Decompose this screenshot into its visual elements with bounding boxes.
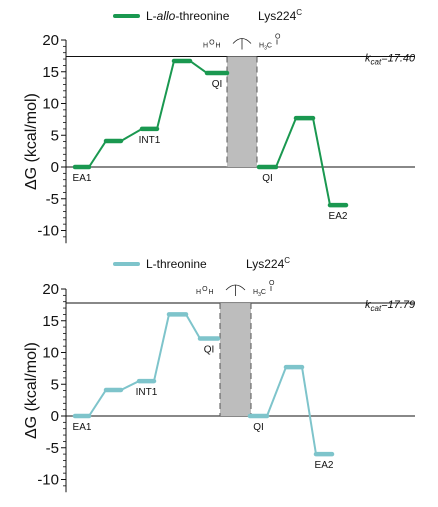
- profile-connector: [275, 117, 297, 168]
- profile-connector: [88, 140, 107, 168]
- state-label: EA1: [73, 173, 92, 184]
- barrier-band: [227, 56, 257, 168]
- kcat-value: =17.40: [381, 53, 416, 65]
- kcat-annotation: kcat=17.40: [365, 53, 416, 67]
- y-tick-label: 5: [51, 376, 59, 393]
- y-tick-label: 20: [42, 281, 59, 298]
- y-tick-label: 5: [51, 127, 59, 144]
- legend-name-prefix: L-: [146, 9, 157, 23]
- legend-extra: Lys224C: [258, 8, 302, 23]
- state-label: EA1: [73, 422, 92, 433]
- ald-sub: 3: [258, 292, 261, 298]
- profile-connector: [120, 380, 140, 391]
- state-label: INT1: [136, 387, 158, 398]
- state-label: QI: [212, 79, 223, 90]
- legend-name-italic: allo: [157, 9, 176, 23]
- kcat-sub: cat: [371, 304, 382, 313]
- y-tick-label: 0: [51, 159, 59, 176]
- profile-connector: [185, 313, 201, 340]
- profile-connector: [312, 117, 331, 206]
- legend-name-suffix: -threonine: [175, 9, 229, 23]
- y-tick-label: 10: [42, 96, 59, 113]
- y-tick-label: 15: [42, 64, 59, 81]
- y-tick-label: -10: [37, 472, 59, 489]
- barrier-band: [220, 303, 251, 416]
- legend-extra-sup: C: [284, 256, 290, 265]
- water-o: O: [209, 40, 215, 47]
- water-h-right: H: [209, 289, 214, 296]
- legend-series-name: L-threonine: [146, 257, 207, 271]
- y-axis-label: ΔG (kcal/mol): [23, 342, 40, 439]
- acetaldehyde-molecule: H3C: [253, 289, 266, 298]
- legend-series-name: L-allo-threonine: [146, 9, 230, 23]
- state-label: QI: [262, 173, 273, 184]
- profile-connector: [156, 60, 175, 130]
- ald-c: C: [267, 43, 272, 50]
- ald-o: O: [275, 34, 281, 41]
- kcat-annotation: kcat=17.79: [365, 299, 415, 313]
- state-label: EA2: [315, 460, 334, 471]
- y-tick-label: -10: [37, 223, 59, 240]
- state-label: QI: [204, 345, 215, 356]
- profile-connector: [153, 314, 170, 382]
- water-h-right: H: [216, 43, 221, 50]
- legend-extra-sup: C: [296, 8, 302, 17]
- legend-extra-text: Lys224: [246, 257, 285, 271]
- y-tick-label: 0: [51, 408, 59, 425]
- ald-o: O: [269, 280, 275, 287]
- water-molecule: HOH: [196, 286, 214, 296]
- ald-h: H: [253, 289, 258, 296]
- ald-c: C: [261, 289, 266, 296]
- y-axis-label: ΔG (kcal/mol): [23, 93, 40, 190]
- kcat-k: k: [365, 299, 371, 311]
- water-molecule: HOH: [203, 40, 221, 50]
- state-label: INT1: [139, 135, 161, 146]
- ald-h: H: [259, 43, 264, 50]
- legend-extra-text: Lys224: [258, 9, 297, 23]
- water-o: O: [202, 286, 208, 293]
- kcat-sub: cat: [371, 58, 382, 67]
- y-tick-label: 15: [42, 313, 59, 330]
- state-label: EA2: [329, 211, 348, 222]
- state-label: QI: [253, 422, 264, 433]
- y-tick-label: -5: [46, 440, 59, 457]
- legend-name-prefix: L-threonine: [146, 257, 207, 271]
- profile-connector: [301, 366, 317, 455]
- y-tick-label: 10: [42, 345, 59, 362]
- kcat-value: =17.79: [381, 299, 415, 311]
- profile-connector: [120, 128, 143, 142]
- y-tick-label: -5: [46, 191, 59, 208]
- legend-extra: Lys224C: [246, 256, 290, 271]
- y-tick-label: 20: [42, 32, 59, 49]
- water-h-left: H: [203, 43, 208, 50]
- ald-sub: 3: [264, 46, 267, 52]
- profile-connector: [88, 389, 107, 417]
- water-h-left: H: [196, 289, 201, 296]
- acetaldehyde-molecule: H3C: [259, 43, 272, 52]
- kcat-k: k: [365, 53, 371, 65]
- profile-connector: [189, 60, 208, 74]
- profile-connector: [266, 366, 287, 417]
